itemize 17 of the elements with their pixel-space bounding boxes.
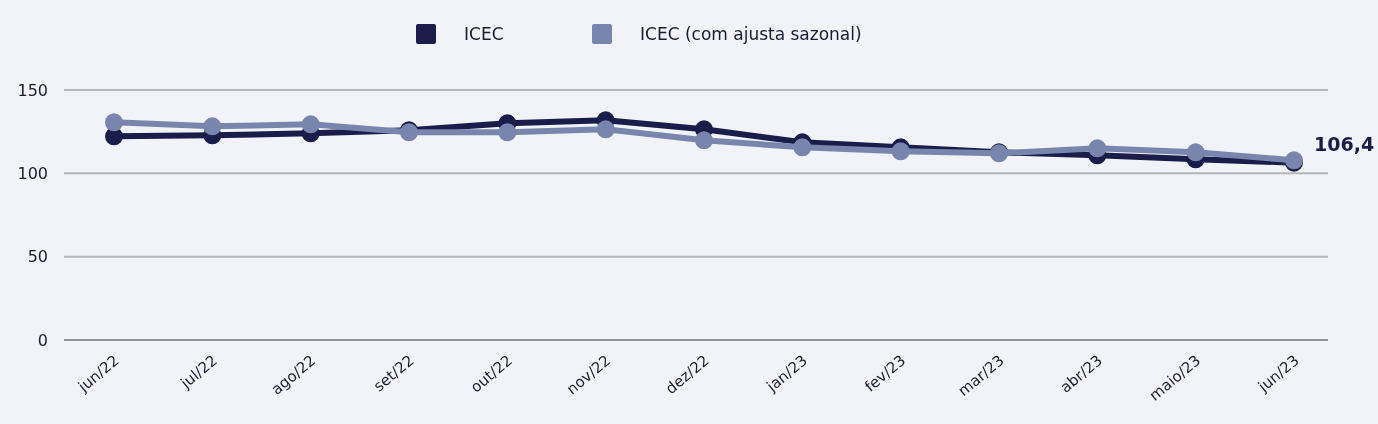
point xyxy=(695,131,713,150)
annotation: 106,4 xyxy=(1314,132,1375,155)
point xyxy=(203,117,222,136)
y-tick-label: 100 xyxy=(17,163,48,183)
point xyxy=(1186,143,1205,162)
point xyxy=(1088,139,1107,158)
y-tick-label: 150 xyxy=(17,80,48,100)
point xyxy=(793,138,812,157)
point xyxy=(891,142,910,161)
legend-label: ICEC xyxy=(464,23,504,44)
legend-label: ICEC (com ajusta sazonal) xyxy=(640,23,862,44)
point xyxy=(301,115,320,134)
y-tick-label: 0 xyxy=(37,330,48,350)
y-tick-label: 50 xyxy=(27,247,48,267)
point xyxy=(498,123,517,142)
point xyxy=(105,113,123,132)
point xyxy=(596,120,615,139)
